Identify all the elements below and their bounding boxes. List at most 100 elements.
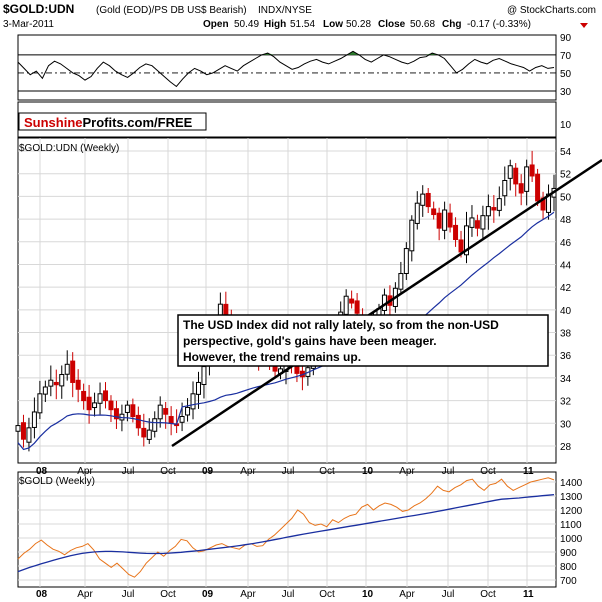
candle-body <box>491 207 497 211</box>
rsi-frame <box>17 34 557 101</box>
candle-body <box>42 386 48 395</box>
chart-exchange: INDX/NYSE <box>258 5 312 16</box>
gold-tick-label: 1000 <box>560 534 583 545</box>
candle-body <box>59 374 65 387</box>
price-tick-label: 52 <box>560 170 572 181</box>
candle-body <box>179 416 185 423</box>
candle-body <box>458 239 464 253</box>
rsi-tick-label: 10 <box>560 120 572 131</box>
candle-body <box>124 404 130 413</box>
moving-average-line <box>17 211 555 451</box>
x-tick-label: Oct <box>319 589 335 600</box>
candle-body <box>92 402 98 409</box>
price-frame <box>17 137 557 464</box>
x-tick-label: Apr <box>77 589 93 600</box>
stockcharts-credit: @ StockCharts.com <box>507 5 596 16</box>
x-tick-label: 11 <box>523 466 534 477</box>
x-axis-gold: 08 Apr Jul Oct 09 Apr Jul Oct 10 Apr Jul Oct 11 <box>36 589 534 600</box>
candle-body <box>185 406 191 416</box>
x-tick-label: Oct <box>160 466 176 477</box>
rsi-tick-label: 50 <box>560 69 572 80</box>
candle-body <box>420 193 426 206</box>
gold-tick-label: 1400 <box>560 478 583 489</box>
candle-body <box>513 167 519 185</box>
x-tick-label: Jul <box>442 466 455 477</box>
x-tick-label: Jul <box>282 589 295 600</box>
rsi-panel: 90 70 50 30 10 <box>17 33 572 138</box>
brand-box <box>18 112 207 131</box>
rsi-tick-label: 90 <box>560 33 572 44</box>
candle-body <box>195 381 201 395</box>
x-tick-label: Apr <box>240 589 256 600</box>
chart-description: (Gold (EOD)/PS DB US$ Bearish) <box>96 5 247 16</box>
high-value: 51.54 <box>290 19 315 30</box>
price-tick-label: 28 <box>560 442 572 453</box>
chg-label: Chg <box>442 19 461 30</box>
x-tick-label: Oct <box>160 589 176 600</box>
x-tick-label: 11 <box>523 589 534 600</box>
candle-body <box>524 166 530 192</box>
candle-body <box>453 224 459 240</box>
gold-panel: 700 800 900 1000 1100 1200 1300 1400 <box>17 471 583 588</box>
rsi-overbought-fill <box>261 51 439 55</box>
candle-body <box>436 212 442 229</box>
x-tick-label: 10 <box>362 589 374 600</box>
gold-tick-label: 1200 <box>560 506 583 517</box>
gold-moving-average-line <box>17 493 555 573</box>
high-label: High <box>264 19 286 30</box>
candle-body <box>294 365 300 374</box>
price-tick-label: 36 <box>560 351 572 362</box>
candle-body <box>103 390 109 402</box>
x-tick-label: Apr <box>240 466 256 477</box>
x-tick-label: Jul <box>442 589 455 600</box>
price-tick-label: 38 <box>560 329 572 340</box>
price-tick-label: 32 <box>560 397 572 408</box>
price-tick-label: 48 <box>560 215 572 226</box>
price-tick-label: 42 <box>560 283 572 294</box>
candle-body <box>442 209 448 231</box>
candle-body <box>53 381 59 386</box>
x-tick-label: Oct <box>480 466 496 477</box>
candle-body <box>31 411 37 428</box>
gold-panel-title: $GOLD (Weekly) <box>19 476 95 487</box>
candle-body <box>474 220 480 229</box>
close-value: 50.68 <box>410 19 435 30</box>
x-tick-label: Oct <box>319 466 335 477</box>
candle-body <box>81 390 87 402</box>
gold-frame <box>17 471 557 588</box>
price-tick-label: 30 <box>560 419 572 430</box>
price-tick-label: 54 <box>560 147 572 158</box>
candle-body <box>157 404 163 420</box>
gold-tick-label: 1300 <box>560 492 583 503</box>
open-value: 50.49 <box>234 19 259 30</box>
annotation-line-2: perspective, gold's gains have been meag… <box>183 334 437 348</box>
low-value: 50.28 <box>346 19 371 30</box>
gold-tick-label: 700 <box>560 576 577 587</box>
candle-body <box>152 418 158 432</box>
candle-body <box>463 225 469 256</box>
gold-tick-label: 1100 <box>560 520 582 531</box>
candle-body <box>97 393 103 404</box>
close-label: Close <box>378 19 406 30</box>
trend-line <box>171 158 602 448</box>
x-axis-price: 08 Apr Jul Oct 09 Apr Jul Oct 10 Apr Jul Oct 11 <box>36 466 534 477</box>
gold-tick-label: 800 <box>560 562 577 573</box>
candle-body <box>201 366 207 385</box>
candle-body <box>163 408 169 415</box>
x-tick-label: 09 <box>202 466 214 477</box>
candle-body <box>37 393 43 414</box>
chg-value: -0.17 (-0.33%) <box>467 19 531 30</box>
x-tick-label: Jul <box>122 589 135 600</box>
chg-down-arrow-icon <box>580 23 588 28</box>
candle-body <box>425 192 431 208</box>
price-panel-title: $GOLD:UDN (Weekly) <box>19 143 119 154</box>
candle-body <box>26 427 32 443</box>
candle-body <box>130 404 136 417</box>
candle-body <box>469 217 475 228</box>
candle-body <box>354 300 360 314</box>
candle-body <box>403 248 409 274</box>
x-tick-label: Apr <box>77 466 93 477</box>
candle-body <box>502 180 508 197</box>
x-tick-label: 10 <box>362 466 374 477</box>
x-tick-label: Jul <box>282 466 295 477</box>
